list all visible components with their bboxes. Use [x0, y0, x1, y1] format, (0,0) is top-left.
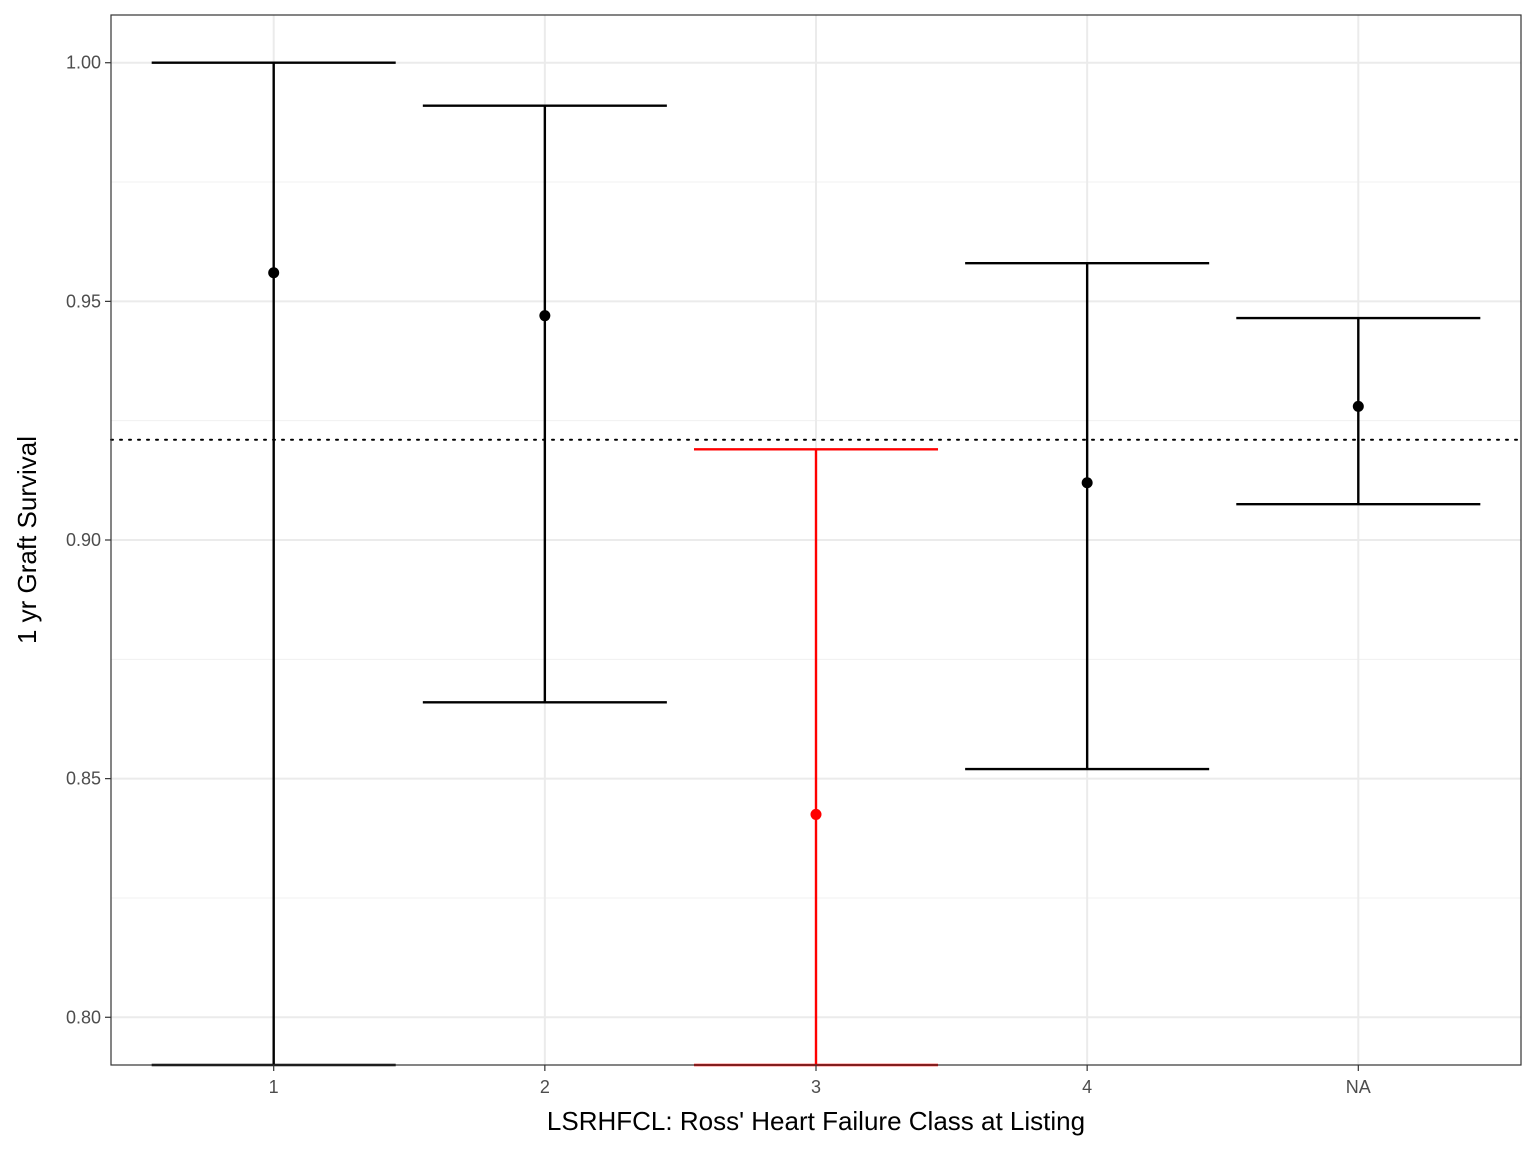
error-bar-group [965, 261, 1210, 771]
y-tick-label: 0.85 [66, 769, 101, 789]
x-tick-label: 1 [269, 1077, 279, 1097]
x-tick-label: NA [1346, 1077, 1371, 1097]
estimate-point [268, 267, 280, 279]
y-tick-label: 0.90 [66, 530, 101, 550]
x-tick-label: 2 [540, 1077, 550, 1097]
axes: 0.80 0.85 0.90 0.95 1.00 1 2 3 4 NA [66, 53, 1371, 1097]
estimate-point [539, 310, 551, 322]
y-tick-label: 0.80 [66, 1007, 101, 1027]
estimate-point [1352, 400, 1364, 412]
x-axis-title: LSRHFCL: Ross' Heart Failure Class at Li… [547, 1106, 1085, 1136]
error-bar-group [1236, 316, 1481, 506]
x-tick-label: 4 [1082, 1077, 1092, 1097]
estimate-point [1081, 477, 1093, 489]
x-tick-label: 3 [811, 1077, 821, 1097]
error-bar-group [422, 104, 667, 704]
y-tick-label: 0.95 [66, 291, 101, 311]
y-axis-title: 1 yr Graft Survival [12, 436, 42, 644]
y-tick-label: 1.00 [66, 53, 101, 73]
estimate-point [810, 808, 822, 820]
